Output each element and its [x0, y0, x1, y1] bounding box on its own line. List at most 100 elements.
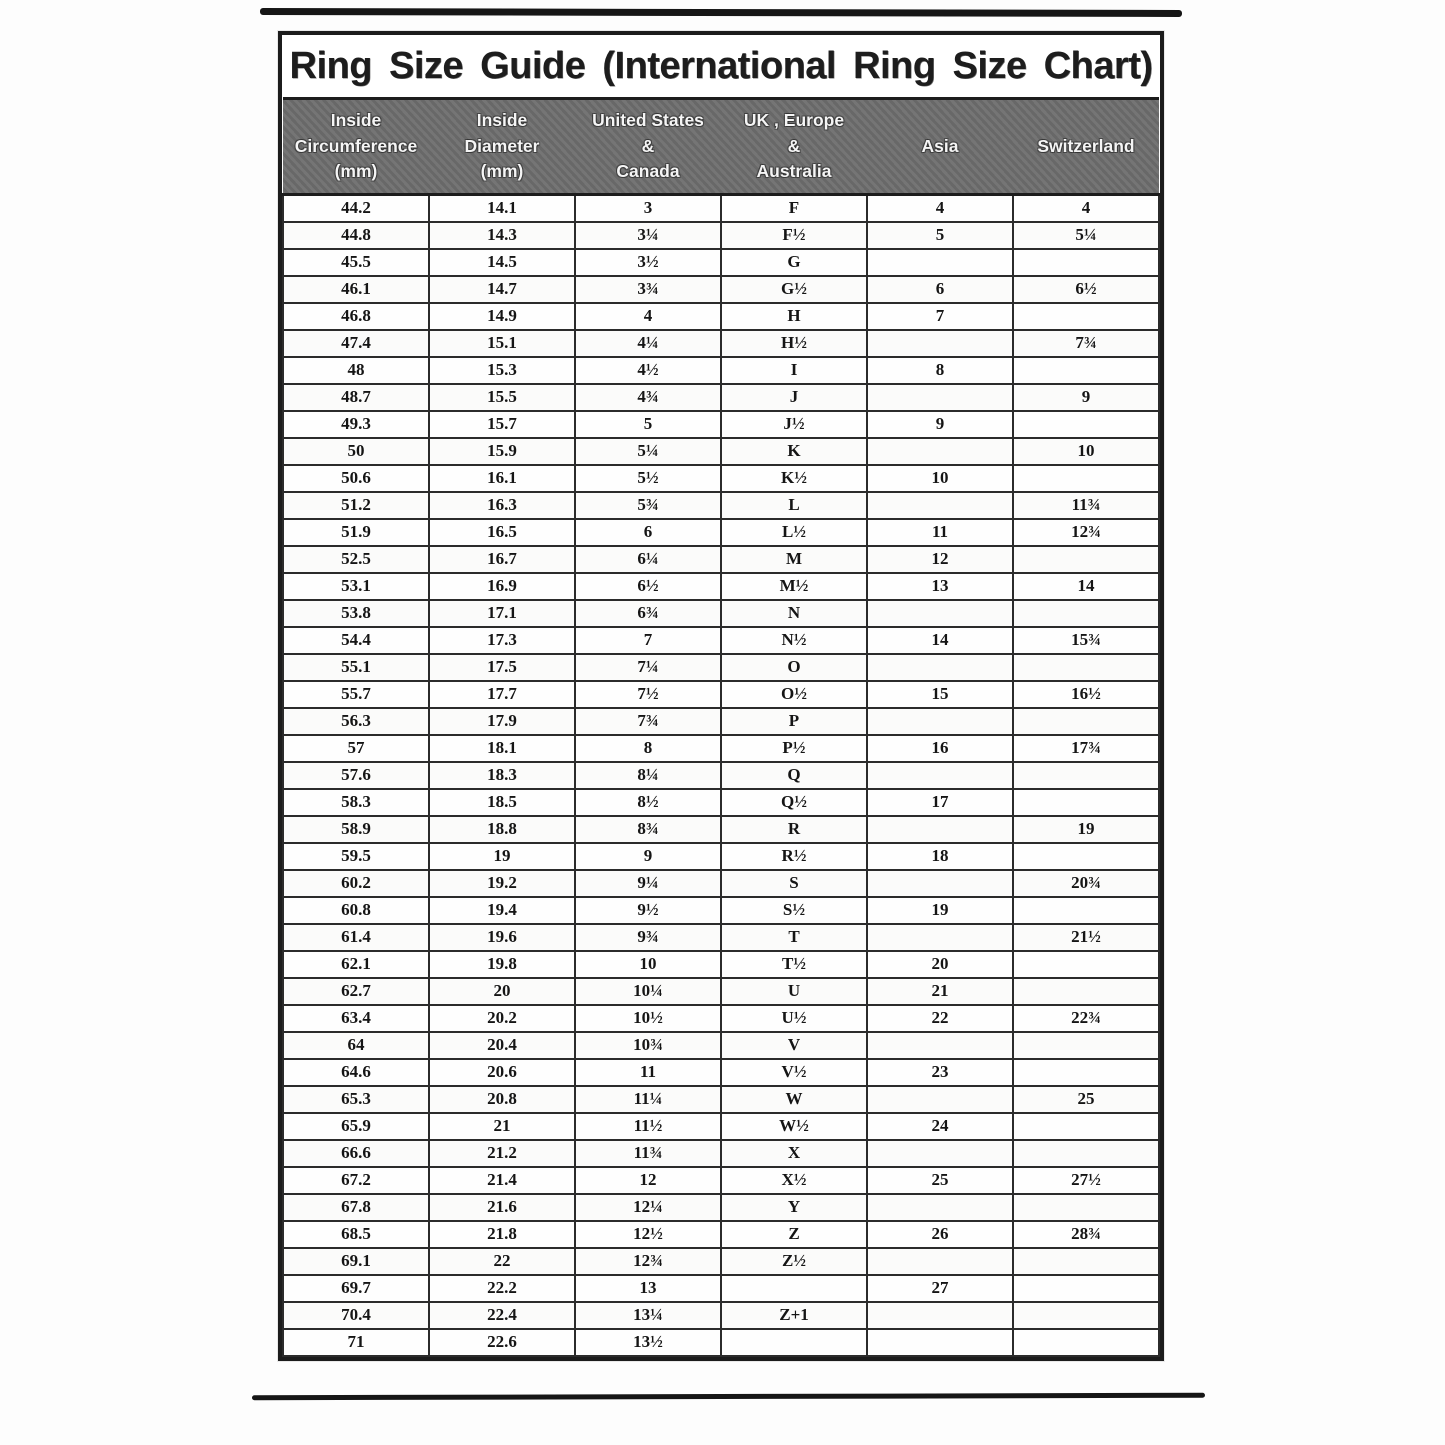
table-cell: K½ — [720, 463, 868, 493]
table-cell: 21 — [866, 976, 1014, 1006]
table-cell: 47.4 — [282, 328, 430, 358]
table-cell: 8¾ — [574, 814, 722, 844]
table-cell: 14.9 — [428, 301, 576, 331]
table-cell: 60.8 — [282, 895, 430, 925]
table-row: 71 22.6 13½ — [282, 1327, 1160, 1357]
table-cell: 14 — [866, 625, 1014, 655]
table-row: 62.7 20 10¼ U 21 — [282, 976, 1160, 1006]
table-cell: J — [720, 382, 868, 412]
table-cell: 19 — [1012, 814, 1160, 844]
table-cell: 13 — [866, 571, 1014, 601]
table-cell: 10 — [1012, 436, 1160, 466]
table-cell: 46.1 — [282, 274, 430, 304]
table-cell: M — [720, 544, 868, 574]
table-cell: 3¼ — [574, 220, 722, 250]
table-row: 48.7 15.5 4¾ J 9 — [282, 382, 1160, 412]
table-cell: 12¼ — [574, 1192, 722, 1222]
table-cell: 14.5 — [428, 247, 576, 277]
table-cell: R½ — [720, 841, 868, 871]
table-cell: 48 — [282, 355, 430, 385]
table-cell: 64 — [282, 1030, 430, 1060]
table-cell: 16 — [866, 733, 1014, 763]
table-cell: 21.4 — [428, 1165, 576, 1195]
table-cell: 51.9 — [282, 517, 430, 547]
table-cell — [1012, 706, 1160, 736]
table-row: 57 18.1 8 P½ 16 17¾ — [282, 733, 1160, 763]
table-cell: 21½ — [1012, 922, 1160, 952]
table-cell: 9 — [866, 409, 1014, 439]
table-cell: 20¾ — [1012, 868, 1160, 898]
table-cell — [1012, 1246, 1160, 1276]
table-cell: 55.7 — [282, 679, 430, 709]
table-cell: 17¾ — [1012, 733, 1160, 763]
table-cell: O½ — [720, 679, 868, 709]
table-cell: N — [720, 598, 868, 628]
table-cell: F — [720, 193, 868, 223]
table-row: 66.6 21.2 11¾ X — [282, 1138, 1160, 1168]
table-cell — [1012, 463, 1160, 493]
table-cell: 20.6 — [428, 1057, 576, 1087]
table-cell — [1012, 598, 1160, 628]
table-cell: 10 — [866, 463, 1014, 493]
table-cell: Z — [720, 1219, 868, 1249]
table-cell: 15.5 — [428, 382, 576, 412]
table-cell: 20.2 — [428, 1003, 576, 1033]
table-cell: L½ — [720, 517, 868, 547]
table-cell — [1012, 787, 1160, 817]
table-cell: 9 — [574, 841, 722, 871]
table-cell: 12 — [574, 1165, 722, 1195]
table-cell: 9 — [1012, 382, 1160, 412]
table-row: 54.4 17.3 7 N½ 14 15¾ — [282, 625, 1160, 655]
table-row: 63.4 20.2 10½ U½ 22 22¾ — [282, 1003, 1160, 1033]
table-cell: 24 — [866, 1111, 1014, 1141]
table-row: 58.9 18.8 8¾ R 19 — [282, 814, 1160, 844]
table-cell: 5½ — [574, 463, 722, 493]
table-cell: 27½ — [1012, 1165, 1160, 1195]
table-cell: 3¾ — [574, 274, 722, 304]
table-cell: 18.3 — [428, 760, 576, 790]
table-row: 55.1 17.5 7¼ O — [282, 652, 1160, 682]
table-cell: 25 — [1012, 1084, 1160, 1114]
table-cell: 15.9 — [428, 436, 576, 466]
table-cell: N½ — [720, 625, 868, 655]
table-cell: G — [720, 247, 868, 277]
table-cell: 50.6 — [282, 463, 430, 493]
table-cell — [1012, 1300, 1160, 1330]
table-cell: 7¾ — [574, 706, 722, 736]
table-cell — [1012, 355, 1160, 385]
table-cell: 70.4 — [282, 1300, 430, 1330]
table-cell: 57.6 — [282, 760, 430, 790]
table-row: 57.6 18.3 8¼ Q — [282, 760, 1160, 790]
table-row: 61.4 19.6 9¾ T 21½ — [282, 922, 1160, 952]
table-cell: 20 — [428, 976, 576, 1006]
table-cell: Y — [720, 1192, 868, 1222]
table-cell — [1012, 1111, 1160, 1141]
table-cell: J½ — [720, 409, 868, 439]
table-cell: 7 — [574, 625, 722, 655]
table-cell: 56.3 — [282, 706, 430, 736]
table-cell: 27 — [866, 1273, 1014, 1303]
table-cell: 61.4 — [282, 922, 430, 952]
table-cell: 16.3 — [428, 490, 576, 520]
table-row: 50.6 16.1 5½ K½ 10 — [282, 463, 1160, 493]
column-header: Inside Diameter (mm) — [429, 97, 575, 196]
table-cell: 5¾ — [574, 490, 722, 520]
table-cell: 21.2 — [428, 1138, 576, 1168]
table-cell: 10 — [574, 949, 722, 979]
table-cell: 23 — [866, 1057, 1014, 1087]
table-cell: S — [720, 868, 868, 898]
table-cell: 9¼ — [574, 868, 722, 898]
table-cell: 3 — [574, 193, 722, 223]
table-cell: 14.3 — [428, 220, 576, 250]
column-header: Inside Circumference (mm) — [283, 97, 429, 196]
table-row: 64 20.4 10¾ V — [282, 1030, 1160, 1060]
table-cell — [1012, 409, 1160, 439]
table-cell: 25 — [866, 1165, 1014, 1195]
table-cell: 62.1 — [282, 949, 430, 979]
table-cell: M½ — [720, 571, 868, 601]
table-row: 60.8 19.4 9½ S½ 19 — [282, 895, 1160, 925]
table-cell: 22¾ — [1012, 1003, 1160, 1033]
table-cell: 12½ — [574, 1219, 722, 1249]
table-cell: F½ — [720, 220, 868, 250]
table-cell — [720, 1273, 868, 1303]
